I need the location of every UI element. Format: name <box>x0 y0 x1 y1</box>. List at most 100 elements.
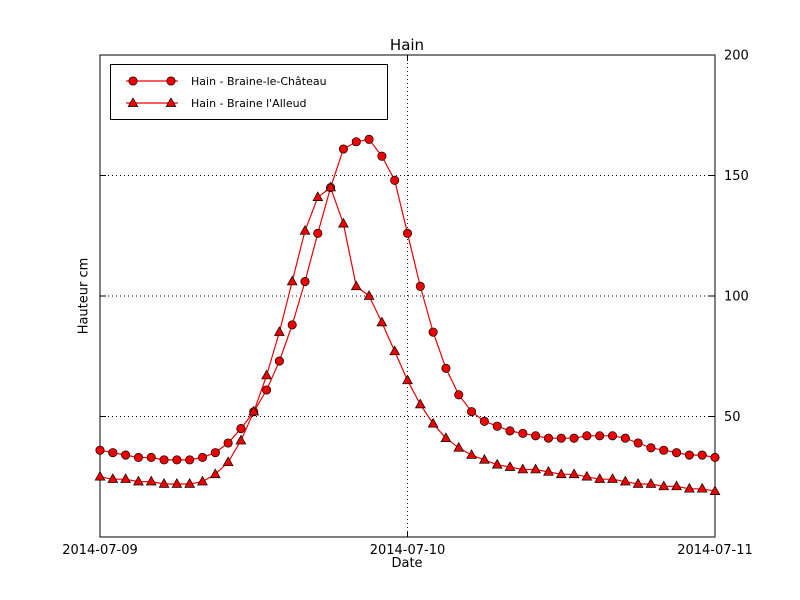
marker-circle <box>646 443 656 453</box>
marker-circle <box>479 416 489 426</box>
marker-circle <box>338 144 348 154</box>
legend-triangle-marker-sample <box>126 97 178 107</box>
marker-circle <box>159 455 169 465</box>
marker-circle <box>582 431 592 441</box>
marker-circle <box>556 433 566 443</box>
marker-circle <box>133 452 143 463</box>
marker-triangle <box>248 405 260 416</box>
marker-circle <box>543 433 553 443</box>
marker-circle <box>505 426 515 436</box>
marker-circle <box>659 445 669 455</box>
marker-triangle <box>312 191 324 201</box>
marker-triangle <box>427 417 439 428</box>
marker-circle <box>390 175 400 185</box>
marker-circle <box>607 431 618 441</box>
marker-circle <box>454 390 464 400</box>
marker-circle <box>441 363 451 373</box>
marker-triangle <box>440 432 452 442</box>
marker-circle <box>351 137 361 147</box>
marker-circle <box>274 356 284 366</box>
marker-triangle <box>543 466 554 476</box>
marker-triangle <box>338 217 349 228</box>
marker-circle <box>236 423 246 434</box>
marker-triangle <box>120 473 132 483</box>
marker-circle <box>569 433 579 443</box>
marker-triangle <box>261 369 272 380</box>
legend-item-braine-le-chateau: Hain - Braine-le-Château <box>111 70 387 92</box>
marker-triangle <box>133 475 144 486</box>
marker-triangle <box>158 478 170 488</box>
marker-circle <box>428 327 438 337</box>
marker-triangle <box>683 482 695 493</box>
marker-triangle <box>145 475 157 486</box>
marker-triangle <box>197 475 208 486</box>
marker-circle <box>684 450 694 460</box>
marker-circle <box>108 448 118 458</box>
marker-circle <box>620 433 630 443</box>
marker-triangle <box>491 458 503 469</box>
marker-triangle <box>645 478 657 488</box>
marker-triangle <box>184 478 196 488</box>
marker-circle <box>518 428 528 438</box>
marker-circle <box>364 134 374 144</box>
marker-circle <box>300 276 310 287</box>
marker-circle <box>172 455 182 465</box>
y-tick-label: 200 <box>724 49 749 64</box>
marker-circle <box>377 151 387 161</box>
marker-triangle <box>581 470 593 481</box>
marker-triangle <box>517 463 529 474</box>
marker-circle <box>492 421 502 431</box>
marker-triangle <box>466 449 477 459</box>
x-tick-label: 2014-07-11 <box>677 543 753 558</box>
marker-circle <box>697 450 707 460</box>
marker-triangle <box>671 480 682 491</box>
marker-triangle <box>299 225 311 235</box>
marker-triangle <box>594 473 606 483</box>
marker-triangle <box>453 441 465 452</box>
marker-circle <box>531 431 541 441</box>
marker-triangle <box>222 456 234 467</box>
marker-triangle <box>325 181 337 192</box>
marker-triangle <box>632 478 644 488</box>
marker-triangle <box>530 463 542 474</box>
marker-circle <box>595 431 605 441</box>
marker-triangle <box>235 434 247 445</box>
marker-triangle <box>402 374 413 385</box>
chart-title: Hain <box>389 36 425 54</box>
marker-triangle <box>350 280 362 291</box>
marker-triangle <box>414 398 426 409</box>
marker-circle <box>262 385 272 395</box>
marker-triangle <box>696 482 708 493</box>
legend-circle-marker-sample <box>126 76 178 86</box>
y-tick-label: 150 <box>724 169 749 184</box>
marker-circle <box>197 452 208 463</box>
marker-triangle <box>209 468 221 479</box>
marker-circle <box>467 407 477 417</box>
legend: Hain - Braine-le-Château Hain - Braine l… <box>110 64 388 120</box>
marker-triangle <box>504 461 516 471</box>
y-axis-label: Hauteur cm <box>76 257 92 335</box>
legend-label: Hain - Braine-le-Château <box>191 74 327 88</box>
x-tick-label: 2014-07-10 <box>370 543 446 558</box>
marker-triangle <box>94 470 106 481</box>
x-tick-label: 2014-07-09 <box>62 543 138 558</box>
marker-circle <box>95 445 105 455</box>
marker-circle <box>223 438 233 448</box>
legend-item-braine-l-alleud: Hain - Braine l'Alleud <box>111 92 387 114</box>
marker-triangle <box>709 485 721 495</box>
marker-circle <box>313 228 323 238</box>
marker-circle <box>210 448 220 458</box>
marker-circle <box>185 455 195 465</box>
marker-triangle <box>286 275 298 286</box>
marker-triangle <box>363 290 375 300</box>
y-tick-label: 50 <box>724 410 741 425</box>
marker-triangle <box>658 480 670 491</box>
marker-triangle <box>389 345 401 356</box>
marker-circle <box>633 438 643 448</box>
marker-triangle <box>568 468 580 479</box>
marker-triangle <box>273 326 285 336</box>
marker-triangle <box>607 473 618 483</box>
marker-triangle <box>478 453 490 464</box>
